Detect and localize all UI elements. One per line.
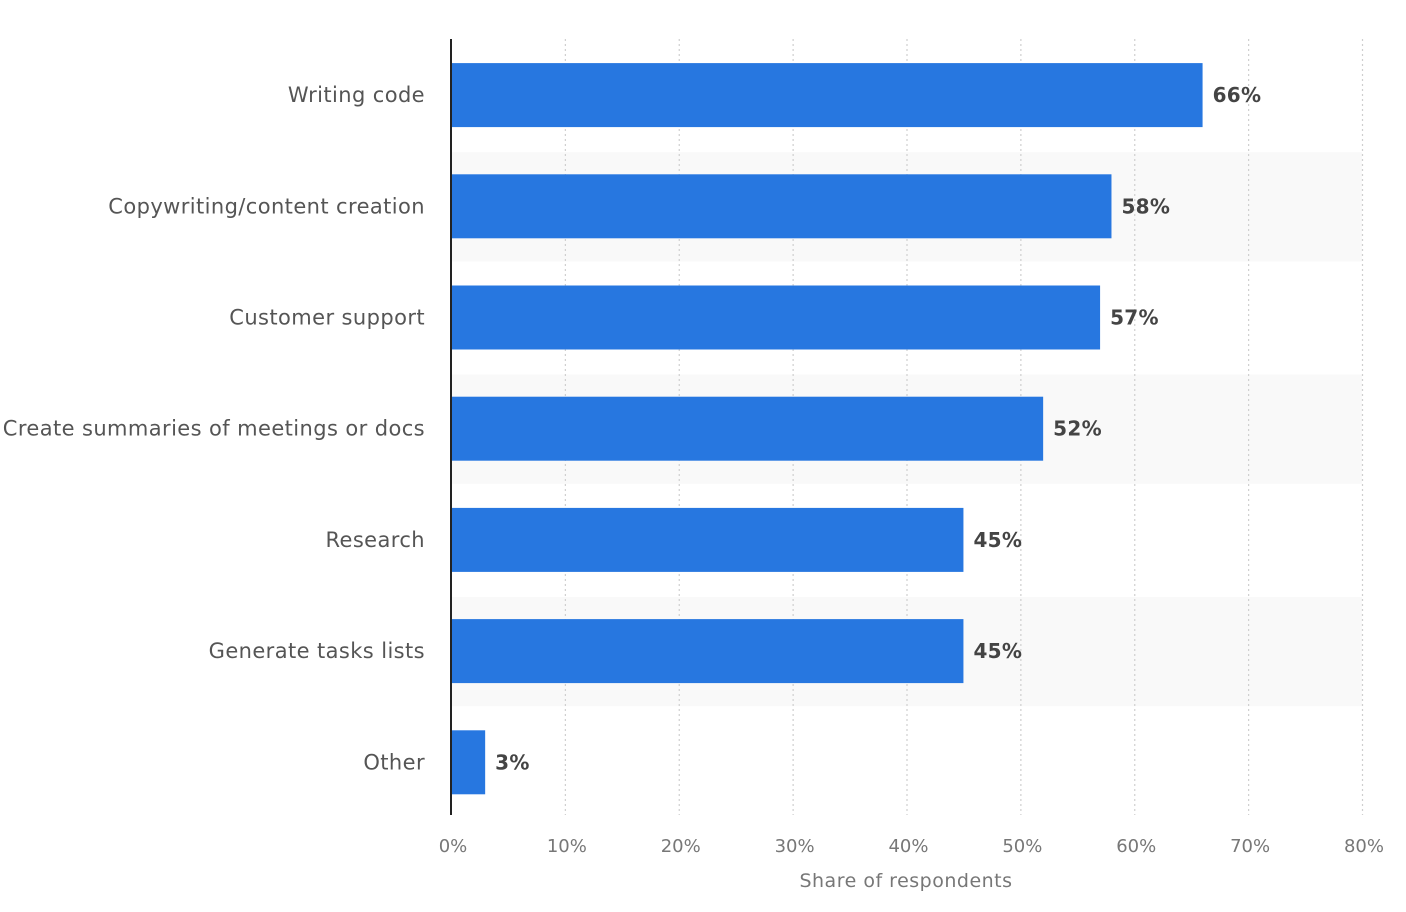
bar: [451, 285, 1101, 350]
value-label: 45%: [973, 639, 1022, 663]
bars: [451, 63, 1203, 795]
x-tick-labels: 0% 10% 20% 30% 40% 50% 60% 70% 80%: [439, 836, 1384, 857]
gridlines: [564, 39, 1364, 815]
value-label: 3%: [495, 750, 530, 774]
category-label: Generate tasks lists: [209, 639, 425, 663]
x-tick-label: 30%: [775, 836, 815, 857]
category-label: Copywriting/content creation: [108, 194, 425, 218]
category-label: Create summaries of meetings or docs: [3, 417, 425, 441]
category-label: Customer support: [229, 306, 425, 330]
category-label: Other: [363, 750, 425, 774]
category-labels: Writing code Copywriting/content creation…: [3, 83, 425, 774]
bar: [451, 174, 1112, 239]
x-tick-label: 10%: [547, 836, 587, 857]
bar: [451, 507, 964, 572]
x-tick-label: 0%: [439, 836, 468, 857]
x-tick-label: 50%: [1002, 836, 1042, 857]
value-label: 45%: [973, 528, 1022, 552]
bar: [451, 63, 1203, 128]
category-label: Research: [325, 528, 425, 552]
value-label: 52%: [1053, 417, 1102, 441]
x-axis-title: Share of respondents: [799, 870, 1012, 892]
x-tick-label: 70%: [1230, 836, 1270, 857]
bar: [451, 619, 964, 684]
bar: [451, 730, 486, 795]
bar: [451, 396, 1044, 461]
value-label: 66%: [1213, 83, 1262, 107]
x-tick-label: 20%: [661, 836, 701, 857]
x-tick-label: 40%: [888, 836, 928, 857]
x-tick-label: 80%: [1344, 836, 1384, 857]
value-labels: 66% 58% 57% 52% 45% 45% 3%: [495, 83, 1261, 774]
category-label: Writing code: [288, 83, 425, 107]
value-label: 57%: [1110, 306, 1159, 330]
value-label: 58%: [1121, 194, 1170, 218]
x-tick-label: 60%: [1116, 836, 1156, 857]
